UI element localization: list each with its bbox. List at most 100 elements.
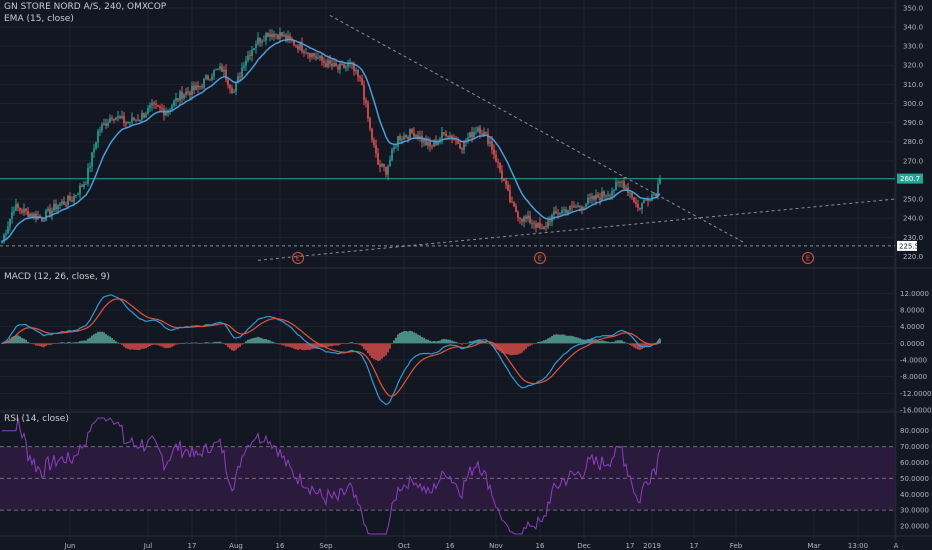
macd-histogram-bar — [301, 343, 303, 350]
candle-body — [263, 40, 265, 42]
candle-body — [451, 135, 453, 140]
macd-histogram-bar — [169, 343, 171, 348]
macd-histogram-bar — [47, 343, 49, 345]
macd-histogram-bar — [105, 334, 107, 344]
macd-histogram-bar — [189, 343, 191, 344]
macd-histogram-bar — [547, 338, 549, 344]
candle-body — [117, 116, 119, 118]
candle-body — [319, 56, 321, 59]
macd-histogram-bar — [325, 343, 327, 348]
macd-histogram-bar — [523, 343, 525, 351]
macd-histogram-bar — [601, 340, 603, 344]
macd-histogram-bar — [61, 342, 63, 344]
candle-body — [189, 92, 191, 95]
candle-body — [43, 220, 45, 222]
candle-body — [629, 192, 631, 194]
macd-histogram-bar — [405, 330, 407, 344]
rsi-tick-label: 60.0000 — [900, 459, 929, 467]
candle-body — [343, 64, 345, 68]
macd-histogram-bar — [247, 339, 249, 344]
candle-body — [133, 117, 135, 121]
candle-body — [131, 117, 133, 122]
candle-body — [417, 135, 419, 139]
ema-line — [1, 38, 661, 242]
candle-body — [47, 208, 49, 211]
candle-body — [129, 121, 131, 123]
macd-histogram-bar — [223, 343, 225, 344]
macd-histogram-bar — [611, 341, 613, 344]
macd-histogram-bar — [389, 343, 391, 349]
macd-histogram-bar — [37, 343, 39, 346]
macd-histogram-bar — [431, 341, 433, 344]
price-tick-label: 310.0 — [903, 81, 923, 89]
macd-tick-label: -4.0000 — [900, 357, 927, 365]
candle-body — [253, 48, 255, 51]
macd-histogram-bar — [469, 341, 471, 344]
macd-histogram-bar — [211, 342, 213, 344]
macd-histogram-bar — [29, 342, 31, 344]
candle-body — [333, 63, 335, 67]
candle-body — [625, 187, 627, 189]
time-axis: Jun Jul 17 Aug 16 Sep Oct 16 Nov 16 Dec 17 2019 17 Feb… — [64, 542, 899, 550]
candle-body — [193, 85, 195, 90]
macd-histogram-bar — [391, 343, 393, 345]
macd-histogram-bar — [319, 343, 321, 348]
macd-histogram-bar — [539, 341, 541, 344]
macd-histogram-bar — [447, 339, 449, 344]
macd-histogram-bar — [357, 343, 359, 345]
macd-histogram-bar — [331, 343, 333, 347]
candle-body — [233, 91, 235, 93]
macd-histogram-bar — [471, 341, 473, 344]
macd-histogram-bar — [457, 342, 459, 344]
time-tick-label: Sep — [319, 542, 333, 550]
candle-body — [527, 215, 529, 219]
macd-histogram-bar — [21, 337, 23, 344]
candle-body — [497, 161, 499, 163]
candle-body — [99, 130, 101, 132]
macd-histogram-bar — [401, 331, 403, 344]
candle-body — [279, 32, 281, 39]
macd-histogram-bar — [543, 340, 545, 344]
macd-histogram-bar — [399, 332, 401, 344]
candle-body — [511, 201, 513, 203]
macd-histogram-bar — [413, 332, 415, 344]
macd-histogram-bar — [139, 343, 141, 350]
macd-histogram-bar — [503, 343, 505, 354]
macd-histogram-bar — [529, 343, 531, 346]
macd-histogram-bar — [145, 343, 147, 349]
macd-histogram-bar — [569, 335, 571, 344]
rsi-label: RSI (14, close) — [4, 414, 69, 424]
time-tick-label: Jul — [143, 542, 153, 550]
candle-body — [275, 33, 277, 35]
candle-body — [177, 98, 179, 101]
candle-body — [591, 195, 593, 199]
candle-body — [425, 139, 427, 146]
candle-body — [439, 138, 441, 142]
candle-body — [381, 163, 383, 167]
macd-histogram-bar — [311, 343, 313, 350]
macd-histogram-bar — [579, 338, 581, 344]
macd-histogram-bar — [379, 343, 381, 361]
candle-body — [623, 181, 625, 189]
candle-body — [27, 210, 29, 218]
rsi-tick-label: 70.0000 — [900, 443, 929, 451]
candle-body — [267, 33, 269, 37]
macd-histogram-bar — [27, 341, 29, 344]
candle-body — [579, 205, 581, 207]
candle-body — [655, 193, 657, 197]
macd-histogram-bar — [337, 343, 339, 346]
candle-body — [391, 149, 393, 160]
candle-body — [609, 194, 611, 196]
candle-body — [621, 181, 623, 183]
macd-histogram-bar — [135, 343, 137, 350]
macd-histogram-bar — [565, 335, 567, 344]
macd-histogram-bar — [343, 343, 345, 344]
macd-histogram-bar — [561, 334, 563, 344]
time-tick-label: Jun — [64, 542, 76, 550]
macd-histogram-bar — [477, 339, 479, 344]
macd-histogram-bar — [621, 340, 623, 344]
candle-body — [379, 164, 381, 167]
rsi-tick-label: 50.0000 — [900, 475, 929, 483]
candle-body — [581, 206, 583, 209]
